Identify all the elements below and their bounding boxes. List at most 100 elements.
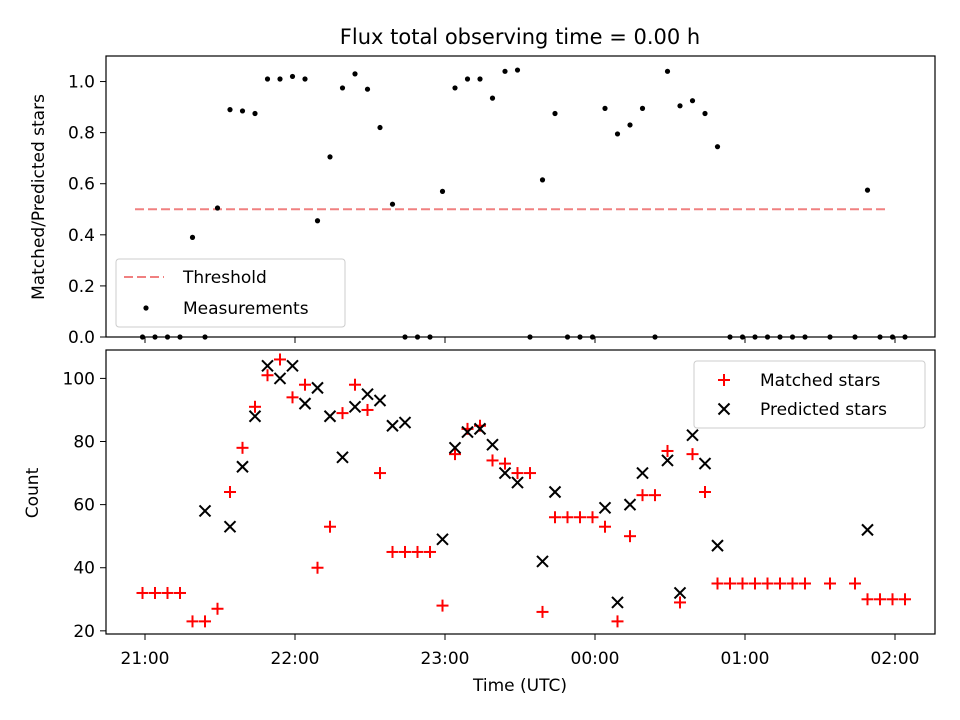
matched-star-point — [861, 593, 874, 606]
measurement-point — [377, 124, 383, 131]
matched-star-point — [499, 457, 511, 470]
measurement-point — [452, 85, 458, 91]
matched-star-point — [899, 593, 911, 606]
top-y-tick-label: 0.8 — [68, 124, 95, 144]
top-legend: Threshold Measurements — [115, 258, 346, 328]
measurement-point — [589, 334, 596, 340]
predicted-star-point — [536, 555, 549, 568]
predicted-stars-points — [198, 359, 874, 609]
measurement-point — [239, 108, 246, 114]
measurement-point — [714, 144, 721, 150]
measurement-point — [302, 76, 308, 82]
measurement-point — [327, 154, 333, 160]
predicted-star-point — [611, 596, 624, 609]
predicted-star-point — [236, 460, 249, 473]
matched-star-point — [161, 586, 174, 599]
predicted-star-point — [298, 397, 312, 410]
measurement-point — [702, 110, 708, 117]
measurement-point — [277, 76, 283, 82]
bottom-x-ticks: 21:00 22:00 23:00 00:00 01:00 02:00 — [121, 634, 920, 669]
legend-predicted-swatch — [717, 402, 731, 416]
legend-measurements-swatch — [143, 305, 149, 311]
matched-star-point — [236, 441, 249, 454]
matched-star-point — [786, 577, 799, 590]
bottom-legend-box — [693, 360, 926, 429]
matched-star-point — [874, 593, 886, 606]
predicted-star-point — [511, 476, 524, 489]
top-y-tick-label: 0.0 — [68, 328, 95, 348]
measurement-point — [164, 334, 171, 340]
matched-star-point — [636, 489, 649, 502]
predicted-star-point — [686, 428, 699, 442]
bottom-y-tick-label: 20 — [73, 622, 95, 642]
matched-star-point — [586, 511, 599, 524]
predicted-star-point — [861, 523, 874, 537]
predicted-star-point — [461, 425, 474, 439]
measurement-point — [177, 334, 183, 340]
measurement-point — [789, 334, 796, 340]
x-tick-label: 21:00 — [121, 649, 170, 669]
legend-matched-marker — [718, 374, 730, 386]
measurement-point — [539, 177, 546, 183]
top-x-ticks — [144, 337, 896, 343]
predicted-star-point — [286, 359, 299, 372]
matched-star-point — [536, 605, 549, 618]
measurement-point — [664, 68, 671, 74]
top-y-ticks: 0.0 0.2 0.4 0.6 0.8 1.0 — [68, 73, 106, 348]
matched-star-point — [349, 378, 361, 391]
measurement-point — [364, 86, 371, 92]
predicted-star-point — [323, 410, 337, 423]
top-plot-area — [105, 55, 936, 338]
top-y-tick-label: 1.0 — [68, 73, 95, 93]
predicted-star-point — [348, 400, 362, 414]
matched-star-point — [524, 467, 536, 480]
measurement-point — [689, 98, 696, 104]
measurement-point — [139, 334, 146, 340]
predicted-star-point — [373, 394, 387, 407]
predicted-star-point — [486, 438, 499, 451]
measurement-point — [802, 334, 808, 340]
predicted-star-point — [623, 498, 637, 511]
matched-star-point — [136, 586, 149, 599]
matched-star-point — [286, 391, 299, 404]
predicted-star-point — [711, 539, 724, 552]
bottom-y-tick-label: 60 — [73, 496, 95, 516]
measurement-point — [827, 334, 833, 340]
matched-star-point — [149, 586, 161, 599]
bottom-y-tick-label: 80 — [73, 433, 95, 453]
measurement-point — [339, 85, 346, 91]
predicted-star-point — [261, 359, 274, 372]
legend-predicted-label: Predicted stars — [760, 400, 887, 420]
predicted-star-point — [198, 504, 212, 518]
legend-predicted-marker — [717, 402, 731, 416]
measurement-point — [552, 110, 558, 117]
matched-star-point — [686, 448, 699, 461]
measurement-point — [864, 187, 871, 193]
x-axis-label: Time (UTC) — [472, 676, 567, 696]
matched-star-point — [224, 486, 236, 498]
matched-star-point — [674, 596, 686, 609]
predicted-star-point — [398, 416, 412, 429]
measurement-point — [464, 76, 471, 82]
matched-star-point — [261, 369, 274, 382]
bottom-y-axis-label: Count — [23, 467, 43, 518]
matched-star-point — [649, 489, 661, 502]
x-tick-label: 02:00 — [871, 649, 920, 669]
predicted-star-point — [673, 586, 687, 600]
measurement-point — [602, 105, 608, 111]
x-tick-label: 22:00 — [271, 649, 320, 669]
measurement-point — [489, 95, 496, 101]
matched-star-point — [411, 545, 424, 558]
matched-star-point — [199, 615, 211, 628]
matched-star-point — [724, 577, 736, 590]
measurement-point — [764, 334, 771, 340]
predicted-star-point — [311, 381, 324, 395]
legend-threshold-label: Threshold — [182, 268, 267, 288]
matched-star-point — [824, 577, 836, 590]
matched-star-point — [374, 467, 386, 480]
measurement-point — [502, 68, 508, 74]
matched-star-point — [386, 545, 399, 558]
matched-star-point — [574, 511, 586, 524]
